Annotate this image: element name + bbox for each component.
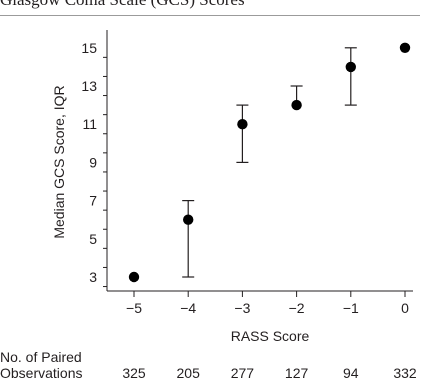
data-point [291,99,302,111]
y-tick-label: 3 [89,269,97,285]
x-tick-label: −4 [180,300,196,316]
observation-count: 325 [122,365,146,381]
y-tick-label: 5 [89,231,97,247]
data-point [237,119,248,130]
data-point [399,42,411,53]
observation-count: 277 [230,365,255,381]
x-ticks: −5 −4 −3 −2 −1 0 [126,291,409,316]
x-axis-label: RASS Score [231,328,310,344]
y-tick-label: 11 [82,116,97,132]
y-tick-label: 7 [89,193,97,209]
y-tick-label: 9 [89,154,97,170]
x-tick-label: −2 [289,300,305,316]
x-tick-label: 0 [401,300,409,316]
plot-marks [128,42,411,283]
observation-count: 332 [393,365,417,381]
observation-count: 94 [343,365,359,381]
x-tick-label: −1 [343,300,359,316]
observation-count: 205 [176,365,200,381]
observations-title-line1: No. of Paired [0,349,82,365]
observations-title-line2: Observations [0,365,83,381]
chart-title: Glasgow Coma Scale (GCS) Scores [0,0,245,10]
y-axis: 3 5 7 9 11 13 15 Median GCS Score, IQR [51,30,108,291]
data-point [128,271,140,283]
title-divider [0,15,420,16]
observations-title: No. of Paired Observations [0,349,82,381]
x-tick-label: −5 [126,300,142,316]
y-axis-label: Median GCS Score, IQR [51,85,67,238]
y-tick-label: 13 [81,78,97,94]
data-point [183,214,194,225]
data-point [345,61,356,73]
y-ticks: 3 5 7 9 11 13 15 [81,40,107,288]
x-axis: −5 −4 −3 −2 −1 0 RASS Score [107,290,413,344]
observation-count: 127 [284,365,309,381]
x-tick-label: −3 [234,300,250,316]
y-tick-label: 15 [81,40,97,56]
